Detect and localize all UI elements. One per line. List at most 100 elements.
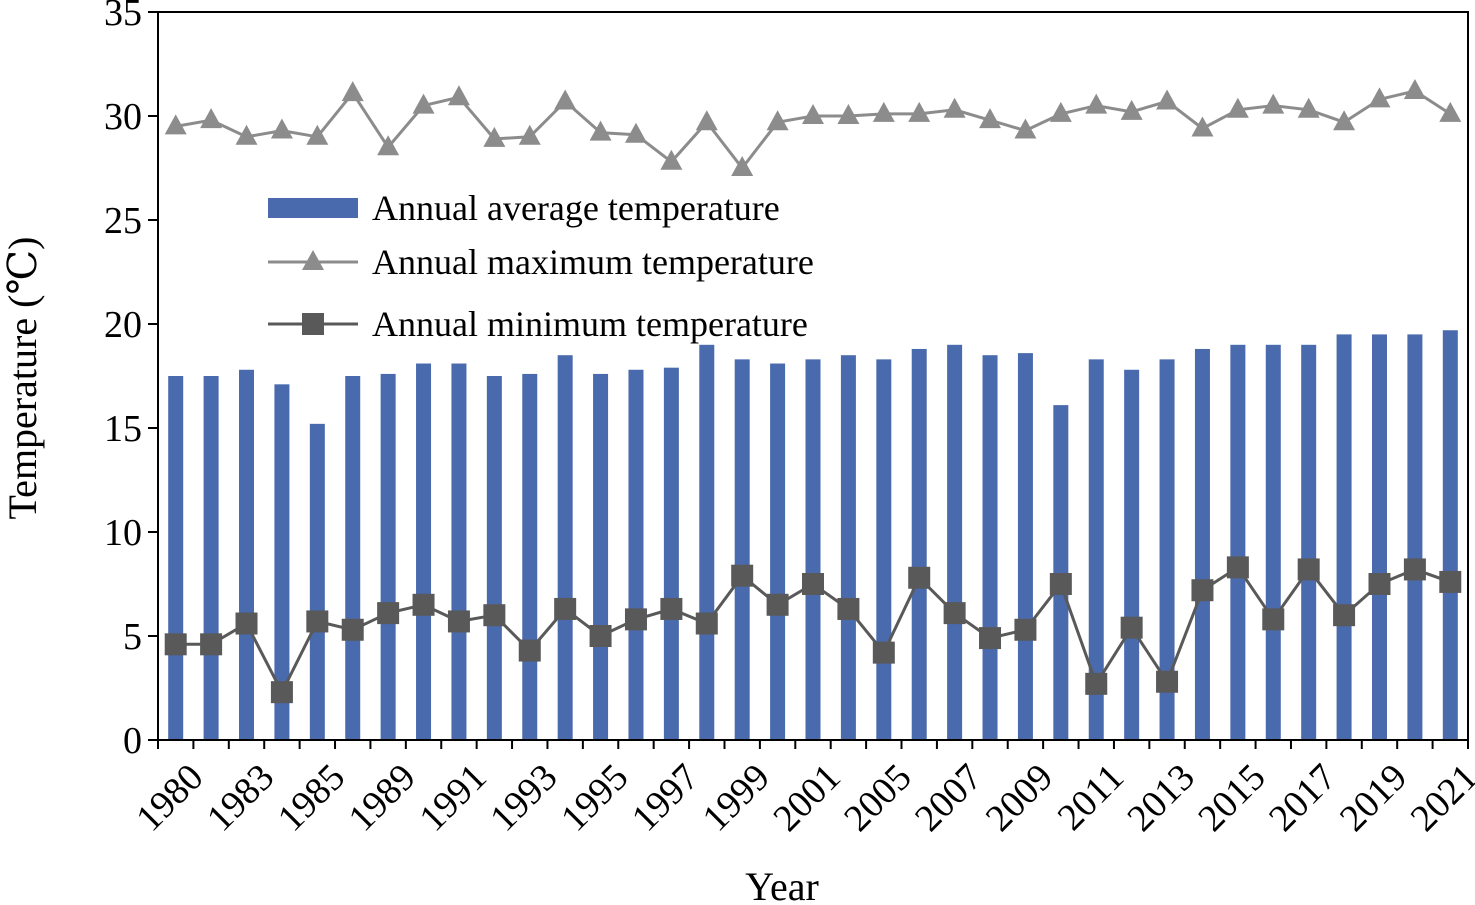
y-tick-label: 10 [104, 512, 142, 554]
min-point-1996 [624, 608, 647, 631]
bar-2013 [1159, 359, 1175, 740]
bar-1985 [309, 423, 325, 740]
min-point-1991 [447, 610, 470, 633]
bars-layer [168, 330, 1458, 740]
x-tick-label-1989: 1989 [341, 756, 424, 839]
max-point-1992 [483, 126, 506, 147]
bar-1980 [168, 376, 184, 740]
bar-2007 [947, 344, 963, 740]
max-point-1989 [377, 135, 400, 156]
min-point-2020 [1403, 558, 1426, 581]
min-point-2016 [1262, 608, 1285, 631]
bar-2015 [1230, 344, 1246, 740]
bar-2009 [1017, 353, 1033, 740]
bar-2016 [1265, 344, 1281, 740]
x-tick-label-2009: 2009 [978, 756, 1061, 839]
min-point-2005 [872, 641, 895, 664]
max-point-1996 [624, 122, 647, 143]
bar-1993 [522, 373, 538, 740]
max-point-1991 [447, 85, 470, 106]
min-point-1997 [660, 597, 683, 620]
x-tick-label-1997: 1997 [624, 756, 707, 839]
bar-1994 [557, 355, 573, 740]
min-point-2012 [1120, 616, 1143, 639]
plot-frame [157, 11, 1469, 741]
max-point-2009 [1014, 118, 1037, 139]
y-tick-label: 30 [104, 96, 142, 138]
min-point-2021 [1439, 570, 1462, 593]
min-point-1985 [306, 610, 329, 633]
max-point-2007 [943, 97, 966, 118]
min-point-2003 [837, 597, 860, 620]
min-point-1998 [695, 612, 718, 635]
bar-1991 [451, 363, 467, 740]
bar-2005 [876, 359, 892, 740]
bar-1987 [345, 376, 361, 740]
min-point-1989 [377, 602, 400, 625]
max-point-1994 [554, 89, 577, 110]
bar-2021 [1442, 330, 1458, 740]
x-tick-label-1991: 1991 [411, 756, 494, 839]
bar-1998 [699, 344, 715, 740]
legend-label-average: Annual average temperature [372, 188, 780, 228]
min-point-1993 [518, 639, 541, 662]
min-point-2006 [908, 566, 931, 589]
min-point-2001 [802, 573, 824, 595]
bar-2017 [1301, 344, 1317, 740]
bar-1981 [203, 376, 219, 740]
bar-1989 [380, 373, 396, 740]
min-point-2000 [766, 593, 789, 616]
x-tick-label-2001: 2001 [765, 756, 848, 839]
bar-2014 [1194, 348, 1210, 740]
bar-2006 [911, 348, 927, 740]
max-point-1995 [589, 120, 612, 141]
min-point-1994 [554, 597, 577, 620]
x-axis-title: Year [745, 864, 819, 905]
max-point-2005 [872, 101, 895, 122]
bar-2000 [770, 363, 786, 740]
x-tick-label-2011: 2011 [1050, 756, 1132, 838]
max-point-1981 [200, 108, 223, 129]
bar-1983 [239, 369, 255, 740]
min-point-1999 [731, 564, 754, 587]
legend: Annual average temperature Annual maximum… [268, 188, 814, 344]
bar-1995 [593, 373, 609, 740]
min-point-1987 [341, 618, 364, 641]
bar-2011 [1088, 359, 1104, 740]
legend-label-min: Annual minimum temperature [372, 304, 808, 344]
max-point-1998 [695, 110, 718, 131]
bar-2020 [1407, 334, 1423, 740]
max-point-2018 [1333, 110, 1356, 131]
max-point-2017 [1297, 97, 1320, 118]
x-tick-label-1980: 1980 [128, 756, 211, 839]
max-point-2016 [1262, 93, 1285, 114]
max-point-1993 [518, 124, 541, 145]
max-point-1987 [341, 81, 364, 102]
x-tick-label-1993: 1993 [482, 756, 565, 839]
min-point-2018 [1333, 604, 1356, 627]
x-tick-label-1983: 1983 [199, 756, 282, 839]
legend-swatch-average [268, 198, 358, 218]
min-point-2014 [1191, 579, 1214, 602]
min-point-2007 [943, 602, 966, 625]
max-point-1999 [731, 156, 754, 176]
max-point-1984 [270, 118, 293, 139]
bar-1997 [663, 367, 679, 740]
lines-layer [164, 79, 1462, 704]
x-tick-label-1985: 1985 [270, 756, 353, 839]
max-point-2013 [1156, 89, 1179, 110]
min-point-1995 [589, 625, 612, 647]
min-point-1990 [412, 593, 435, 616]
max-point-1985 [306, 124, 329, 145]
min-point-2013 [1156, 670, 1179, 693]
max-point-2019 [1368, 87, 1391, 108]
x-tick-label-1999: 1999 [695, 756, 778, 839]
bar-2010 [1053, 405, 1069, 740]
max-line [175, 89, 1452, 171]
max-point-1990 [412, 93, 435, 114]
min-point-2011 [1085, 672, 1108, 695]
max-point-1980 [164, 114, 187, 135]
x-tick-label-2005: 2005 [836, 756, 919, 839]
min-point-1992 [483, 604, 506, 627]
min-point-2019 [1368, 573, 1391, 595]
